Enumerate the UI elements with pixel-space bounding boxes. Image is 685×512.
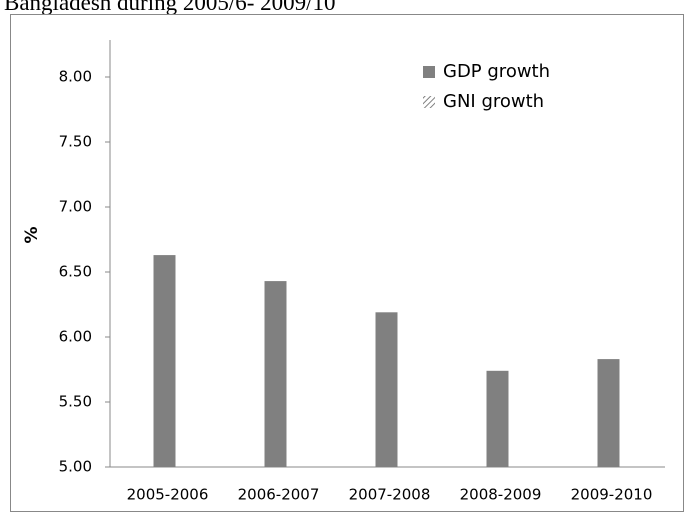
bar xyxy=(375,312,398,467)
bar xyxy=(264,281,287,467)
y-axis-label: % xyxy=(22,226,42,243)
bar xyxy=(597,359,620,467)
x-tick-label: 2005-2006 xyxy=(127,486,209,504)
x-tick-label: 2006-2007 xyxy=(238,486,320,504)
chart-title: Bangladesh during 2005/6- 2009/10 xyxy=(4,0,336,15)
y-tick-label: 8.00 xyxy=(59,68,92,86)
legend-swatch xyxy=(423,96,435,108)
bar xyxy=(486,370,509,467)
y-tick-label: 7.50 xyxy=(59,133,92,151)
y-tick-label: 5.50 xyxy=(59,393,92,411)
y-tick-label: 6.50 xyxy=(59,263,92,281)
chart-frame xyxy=(10,14,684,512)
legend-label: GDP growth xyxy=(443,61,550,82)
x-tick-label: 2007-2008 xyxy=(349,486,431,504)
x-tick-label: 2009-2010 xyxy=(571,486,653,504)
y-tick-label: 5.00 xyxy=(59,458,92,476)
y-tick-label: 7.00 xyxy=(59,198,92,216)
legend-swatch xyxy=(423,66,435,78)
legend-label: GNI growth xyxy=(443,91,544,112)
x-tick-label: 2008-2009 xyxy=(460,486,542,504)
bar xyxy=(153,255,176,467)
y-tick-label: 6.00 xyxy=(59,328,92,346)
